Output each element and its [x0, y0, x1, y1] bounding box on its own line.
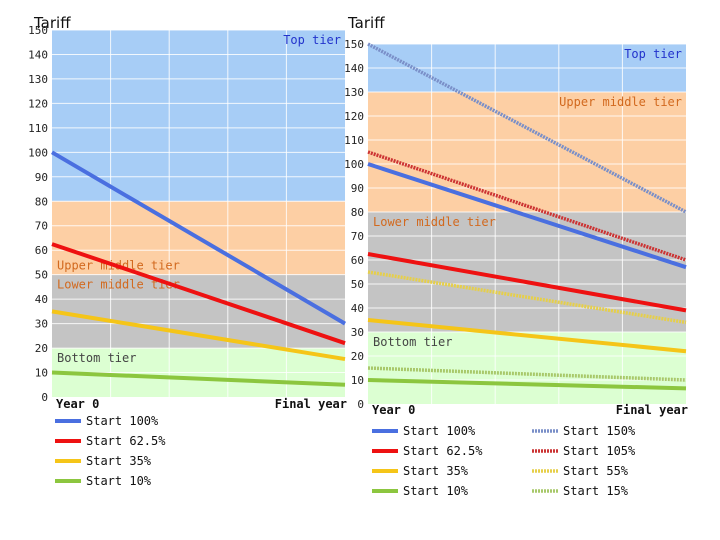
y-tick-label: 30: [351, 326, 364, 339]
y-tick-label: 130: [28, 73, 48, 86]
chart-2: Tariff Top tier Upper middle tier Lower mid…: [344, 14, 688, 498]
y-tick-label: 120: [28, 97, 48, 110]
series-line-start-55: [367, 270, 687, 325]
band-label-upper-middle-tier: Upper middle tier: [559, 95, 682, 109]
y-tick-label: 110: [344, 134, 364, 147]
series-line-start-62-5: [51, 242, 346, 346]
band-label-lower-middle-tier: Lower middle tier: [57, 278, 180, 292]
chart-title: Tariff: [33, 14, 71, 32]
y-tick-label: 60: [351, 254, 364, 267]
y-tick-label: 100: [28, 146, 48, 159]
x-tick-label: Year 0: [372, 403, 415, 417]
y-tick-label: 90: [351, 182, 364, 195]
x-tick-label: Final year: [616, 403, 688, 417]
y-tick-label: 50: [351, 278, 364, 291]
legend: Start 100% Start 62.5% Start 35% Start 10% S…: [372, 424, 636, 498]
y-tick-label: 20: [35, 342, 48, 355]
y-tick-label: 0: [357, 398, 364, 411]
legend-label-start-35: Start 35%: [86, 454, 152, 468]
y-tick-label: 40: [351, 302, 364, 315]
band-upper-middle-tier: [368, 92, 686, 212]
legend-label-start-15: Start 15%: [563, 484, 629, 498]
legend-label-start-10: Start 10%: [403, 484, 469, 498]
legend-label-start-55: Start 55%: [563, 464, 629, 478]
y-tick-label: 10: [35, 367, 48, 380]
series-line-start-105: [367, 150, 687, 262]
series-line-start-35: [51, 309, 346, 362]
y-tick-label: 140: [28, 48, 48, 61]
y-tick-label: 70: [351, 230, 364, 243]
y-tick-label: 90: [35, 171, 48, 184]
band-label-bottom-tier: Bottom tier: [373, 335, 452, 349]
y-tick-label: 70: [35, 220, 48, 233]
band-top-tier: [52, 30, 345, 202]
y-tick-label: 80: [351, 206, 364, 219]
band-label-top-tier: Top tier: [624, 47, 682, 61]
series-line-start-15: [367, 366, 687, 382]
y-tick-label: 60: [35, 244, 48, 257]
legend-label-start-62-5: Start 62.5%: [86, 434, 166, 448]
legend-label-start-10: Start 10%: [86, 474, 152, 488]
y-tick-label: 120: [344, 110, 364, 123]
x-tick-label: Final year: [275, 397, 347, 411]
band-label-bottom-tier: Bottom tier: [57, 351, 136, 365]
y-tick-label: 50: [35, 269, 48, 282]
legend-label-start-100: Start 100%: [86, 414, 159, 428]
y-tick-label: 0: [41, 391, 48, 404]
y-tick-label: 20: [351, 350, 364, 363]
legend-label-start-35: Start 35%: [403, 464, 469, 478]
legend-label-start-105: Start 105%: [563, 444, 636, 458]
series-line-start-10: [367, 378, 687, 391]
x-tick-label: Year 0: [56, 397, 99, 411]
band-lower-middle-tier: [368, 212, 686, 332]
y-tick-label: 150: [28, 24, 48, 37]
y-tick-label: 10: [351, 374, 364, 387]
chart-title: Tariff: [347, 14, 385, 32]
y-tick-label: 130: [344, 86, 364, 99]
band-label-lower-middle-tier: Lower middle tier: [373, 215, 496, 229]
y-tick-label: 110: [28, 122, 48, 135]
legend-label-start-100: Start 100%: [403, 424, 476, 438]
series-line-start-35: [367, 318, 687, 354]
y-tick-label: 80: [35, 195, 48, 208]
series-line-start-62-5: [367, 252, 687, 313]
legend-label-start-150: Start 150%: [563, 424, 636, 438]
series-line-start-100: [50, 150, 347, 326]
y-tick-label: 140: [344, 62, 364, 75]
series-line-start-10: [51, 370, 346, 387]
legend: Start 100% Start 62.5% Start 35% Start 10%: [55, 414, 166, 488]
series-line-start-100: [367, 162, 687, 270]
y-tick-label: 100: [344, 158, 364, 171]
y-tick-label: 30: [35, 318, 48, 331]
legend-label-start-62-5: Start 62.5%: [403, 444, 483, 458]
y-tick-label: 40: [35, 293, 48, 306]
y-tick-label: 150: [344, 38, 364, 51]
band-label-top-tier: Top tier: [283, 33, 341, 47]
